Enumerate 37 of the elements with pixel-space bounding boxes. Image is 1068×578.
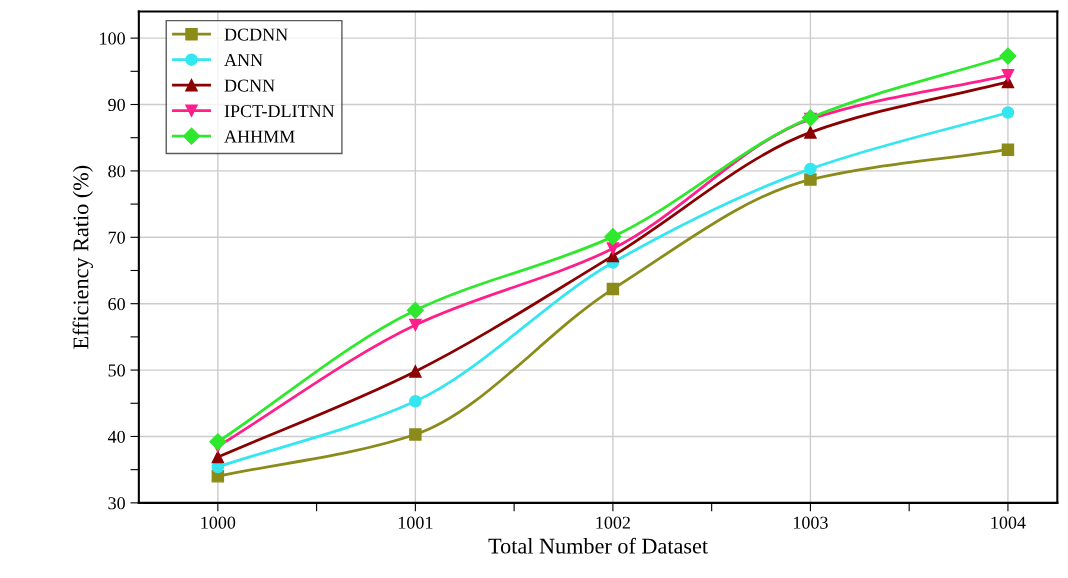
y-tick-label: 40 (107, 430, 125, 443)
point (804, 173, 817, 186)
x-tick-label: 1003 (793, 516, 828, 529)
x-tick-label: 1000 (201, 516, 236, 529)
point (606, 242, 620, 255)
x-tick-label: 1004 (991, 516, 1026, 529)
legend-label: ANN (224, 54, 263, 66)
point (1001, 69, 1015, 82)
y-tick-label: 30 (108, 497, 125, 510)
point (409, 365, 422, 378)
point (1001, 106, 1015, 119)
x-axis-title: Total Number of Dataset (488, 537, 708, 554)
point (1001, 143, 1015, 156)
point (409, 318, 422, 332)
y-tick-label: 70 (108, 231, 125, 244)
point (209, 433, 227, 451)
y-tick-label: 80 (108, 165, 125, 178)
legend-label: DCNN (224, 79, 275, 92)
y-tick-label: 50 (108, 364, 125, 377)
legend-label: IPCT-DLITNN (224, 105, 335, 118)
point (409, 395, 422, 408)
point (406, 301, 424, 319)
x-tick-label: 1002 (596, 516, 630, 529)
point (999, 47, 1017, 65)
x-tick-label: 1001 (398, 516, 433, 529)
point (804, 162, 817, 176)
point (409, 428, 422, 441)
point (606, 282, 620, 296)
legend-label: DCDNN (224, 28, 288, 41)
y-axis-title: Efficiency Ratio (%) (72, 165, 94, 349)
point (604, 228, 622, 246)
point (804, 126, 817, 139)
y-tick-label: 60 (108, 297, 125, 311)
y-tick-label: 100 (100, 32, 125, 45)
legend-label: AHHMM (224, 130, 295, 143)
point (211, 450, 225, 464)
y-tick-label: 90 (108, 98, 125, 111)
